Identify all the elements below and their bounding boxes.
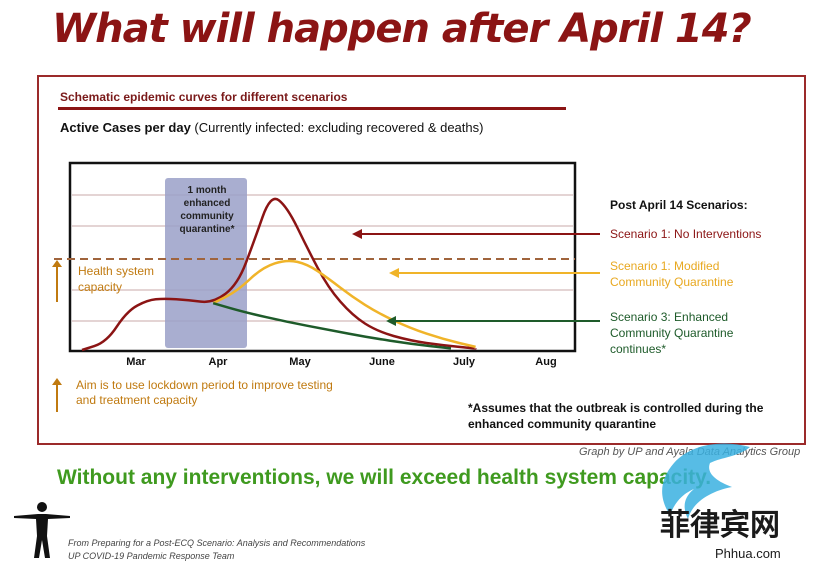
watermark-logo-text: 菲律宾网 <box>660 509 780 542</box>
series-line-3 <box>212 301 452 350</box>
scenario-3-label: Scenario 3: Enhanced Community Quarantin… <box>610 310 734 356</box>
series-line-2 <box>212 259 476 349</box>
x-tick-label: Apr <box>209 356 229 368</box>
person-icon <box>14 502 70 558</box>
series-line-1 <box>81 197 477 352</box>
x-tick-label: Aug <box>535 356 556 368</box>
scenarios-title: Post April 14 Scenarios: <box>610 198 748 212</box>
source-citation: From Preparing for a Post-ECQ Scenario: … <box>68 537 365 563</box>
key-message: Without any interventions, we will excee… <box>57 466 712 489</box>
aim-text: Aim is to use lockdown period to improve… <box>76 378 333 407</box>
scenario-2-label: Scenario 1: Modified Community Quarantin… <box>610 259 734 289</box>
subheading-rule <box>58 107 566 110</box>
scenario-1-label: Scenario 1: No Interventions <box>610 227 762 241</box>
aim-arrow-icon <box>52 378 62 412</box>
x-tick-label: July <box>453 356 476 368</box>
active-cases-label: Active Cases per day (Currently infected… <box>60 120 483 135</box>
series-layer <box>81 197 477 352</box>
watermark-url: Phhua.com <box>715 546 781 561</box>
headline: What will happen after April 14? <box>52 6 752 52</box>
source-line-1: From Preparing for a Post-ECQ Scenario: … <box>68 538 366 548</box>
active-cases-bold: Active Cases per day <box>60 120 191 135</box>
quarantine-label: 1 month enhanced community quarantine* <box>179 185 235 235</box>
x-tick-labels: Mar Apr May June July Aug <box>126 356 556 368</box>
footnote: *Assumes that the outbreak is controlled… <box>468 401 764 431</box>
source-line-2: UP COVID-19 Pandemic Response Team <box>68 551 235 561</box>
quarantine-band <box>165 178 247 348</box>
x-tick-label: May <box>289 356 311 368</box>
dragon-logo-icon <box>662 443 750 519</box>
health-capacity-label: Health system capacity <box>78 264 155 294</box>
capacity-arrow-icon <box>52 260 62 302</box>
subheading: Schematic epidemic curves for different … <box>60 90 348 104</box>
active-cases-rest: (Currently infected: excluding recovered… <box>194 120 484 135</box>
slide-frame <box>37 75 806 445</box>
plot-area-border <box>68 161 577 353</box>
x-tick-label: June <box>369 356 395 368</box>
x-tick-label: Mar <box>126 356 146 368</box>
scenario-arrows <box>352 229 600 326</box>
